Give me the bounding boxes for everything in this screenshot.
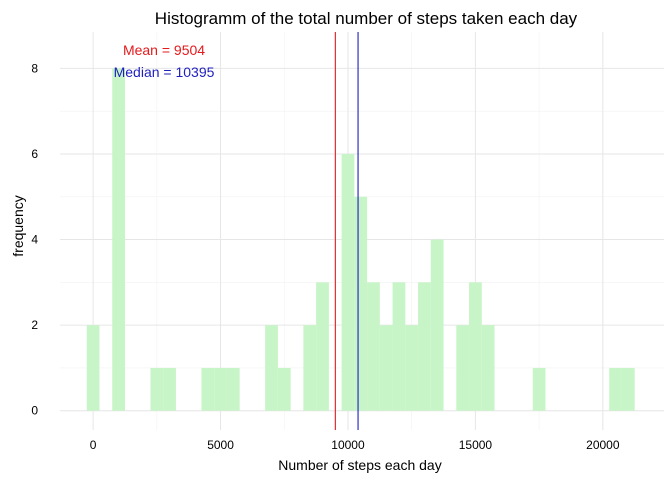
mean-annotation: Mean = 9504 <box>123 42 205 58</box>
y-axis-ticks: 0 2 4 6 8 <box>31 61 38 417</box>
x-axis-ticks: 0 5000 10000 15000 20000 <box>90 438 620 452</box>
histogram-bar <box>405 325 419 411</box>
x-tick-label: 20000 <box>586 438 620 452</box>
histogram-bar <box>379 325 393 411</box>
x-axis-title: Number of steps each day <box>278 457 441 473</box>
y-tick-label: 0 <box>31 404 38 418</box>
median-annotation: Median = 10395 <box>114 64 215 80</box>
histogram-bar <box>430 239 444 411</box>
x-tick-label: 5000 <box>207 438 234 452</box>
reference-lines <box>334 32 359 430</box>
histogram-bar <box>277 367 291 411</box>
histogram-bar <box>418 282 431 411</box>
histogram-bar <box>341 153 355 411</box>
y-axis-title: frequency <box>10 195 26 256</box>
annotations: Mean = 9504 Median = 10395 <box>114 42 215 80</box>
y-tick-label: 8 <box>31 61 38 75</box>
x-tick-label: 10000 <box>331 438 365 452</box>
histogram-bar <box>201 367 215 411</box>
histogram-bar <box>392 282 406 411</box>
x-tick-label: 15000 <box>459 438 493 452</box>
histogram-bar <box>367 282 380 411</box>
histogram-bar <box>303 325 317 411</box>
histogram-bars <box>86 68 635 411</box>
histogram-bar <box>265 325 278 411</box>
histogram-bar <box>354 196 368 411</box>
histogram-bar <box>456 325 470 411</box>
histogram-bar <box>621 367 635 411</box>
histogram-bar <box>226 367 240 411</box>
x-tick-label: 0 <box>90 438 97 452</box>
histogram-bar <box>112 68 125 411</box>
histogram-bar <box>316 282 329 411</box>
y-tick-label: 6 <box>31 147 38 161</box>
histogram-bar <box>163 367 176 411</box>
histogram-bar <box>150 367 164 411</box>
histogram-bar <box>532 367 546 411</box>
histogram-bar <box>469 282 482 411</box>
y-tick-label: 2 <box>31 318 38 332</box>
chart-title: Histogramm of the total number of steps … <box>155 9 578 28</box>
histogram-bar <box>481 325 495 411</box>
histogram-bar <box>609 367 622 411</box>
histogram-bar <box>86 325 100 411</box>
histogram-bar <box>214 367 227 411</box>
y-tick-label: 4 <box>31 233 38 247</box>
